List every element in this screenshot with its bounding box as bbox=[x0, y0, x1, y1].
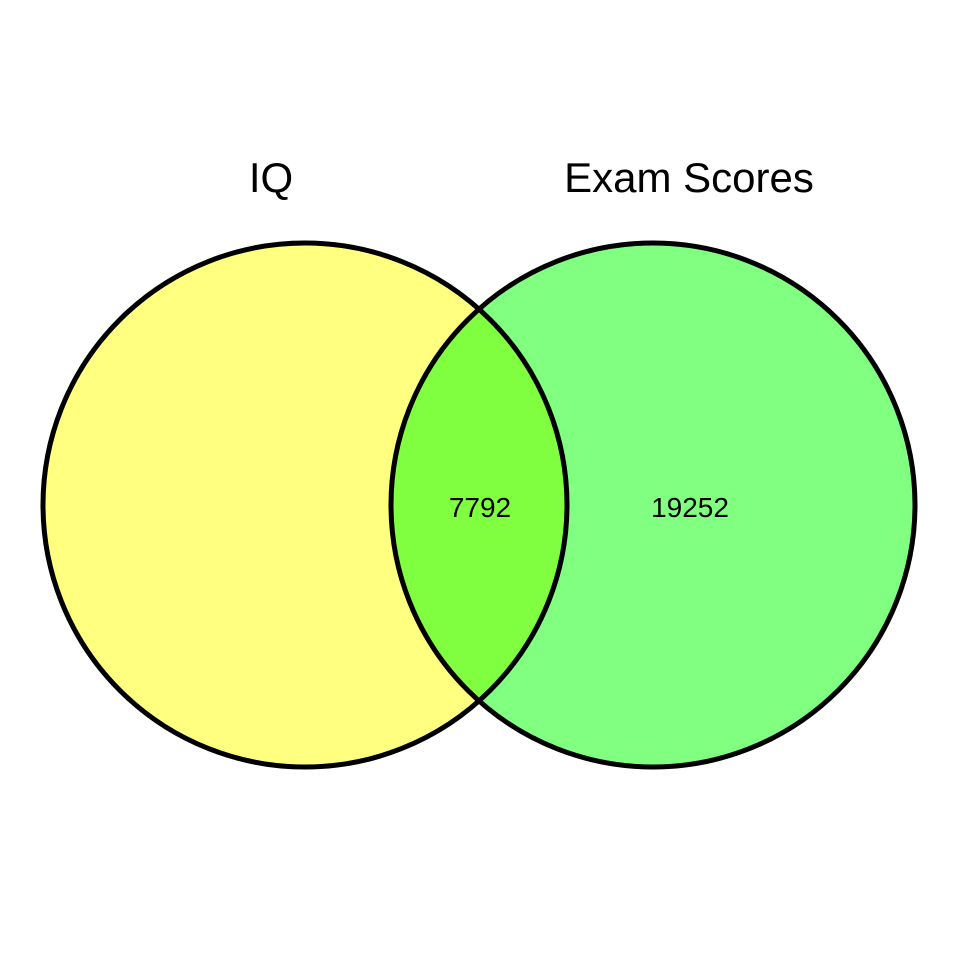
set-outline-exam-scores bbox=[388, 240, 918, 770]
exam-scores-only-count: 19252 bbox=[651, 492, 729, 523]
intersection-region bbox=[391, 243, 567, 767]
set-label-iq: IQ bbox=[249, 154, 293, 201]
intersection-count: 7792 bbox=[449, 492, 511, 523]
set-outline-iq bbox=[40, 240, 570, 770]
set-label-exam-scores: Exam Scores bbox=[564, 154, 814, 201]
